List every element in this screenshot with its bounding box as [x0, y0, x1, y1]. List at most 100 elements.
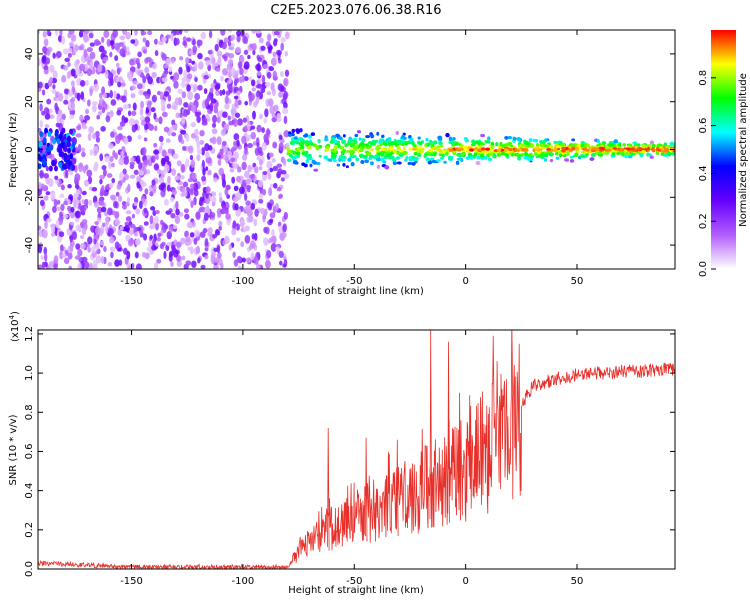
heatmap-noise-cell — [77, 143, 82, 153]
heatmap-signal-cell — [350, 161, 355, 167]
heatmap-noise-cell — [67, 184, 72, 189]
heatmap-noise-cell — [50, 191, 56, 201]
heatmap-noise-cell — [38, 245, 43, 254]
heatmap-noise-cell — [271, 158, 276, 163]
heatmap-noise-cell — [167, 148, 173, 154]
heatmap-noise-cell — [251, 42, 257, 51]
heatmap-noise-cell — [131, 110, 136, 117]
heatmap-noise-cell — [202, 228, 208, 234]
heatmap-noise-cell — [68, 206, 72, 214]
heatmap-signal-cell — [408, 134, 412, 138]
heatmap-noise-cell — [97, 63, 103, 73]
heatmap-signal-cell — [451, 150, 457, 154]
heatmap-noise-cell — [137, 51, 142, 58]
heatmap-noise-cell — [186, 84, 191, 92]
heatmap-signal-cell — [571, 146, 576, 151]
heatmap-noise-cell — [275, 246, 280, 251]
heatmap-noise-cell — [87, 236, 93, 245]
heatmap-signal-cell — [294, 140, 299, 144]
heatmap-noise-cell — [256, 71, 262, 76]
heatmap-signal-cell — [594, 151, 599, 155]
heatmap-noise-cell — [175, 241, 182, 248]
heatmap-noise-cell — [146, 246, 152, 252]
heatmap-signal-cell — [651, 148, 656, 153]
heatmap-noise-cell — [93, 201, 99, 208]
heatmap-noise-cell — [136, 83, 143, 90]
heatmap-noise-cell — [215, 67, 221, 72]
heatmap-signal-cell — [329, 140, 334, 144]
heatmap-noise-cell — [201, 175, 207, 182]
heatmap-noise-cell — [264, 81, 271, 87]
heatmap-noise-cell — [67, 62, 71, 67]
heatmap-noise-cell — [201, 120, 208, 126]
heatmap-noise-cell — [129, 117, 135, 127]
heatmap-signal-cell — [376, 152, 381, 156]
heatmap-signal-cell — [622, 143, 627, 147]
heatmap-noise-cell — [269, 183, 274, 188]
heatmap-noise-cell — [105, 224, 109, 234]
heatmap-signal-cell — [597, 151, 602, 155]
heatmap-signal-cell — [300, 145, 305, 150]
heatmap-noise-cell — [192, 45, 198, 53]
heatmap-noise-cell — [213, 177, 218, 183]
heatmap-noise-cell — [117, 81, 122, 88]
heatmap-noise-cell — [143, 159, 149, 166]
heatmap-noise-cell — [219, 89, 223, 96]
colorbar-tick-label: 0.2 — [698, 213, 709, 229]
heatmap-noise-cell — [108, 182, 114, 189]
heatmap-noise-cell — [118, 259, 123, 266]
heatmap-noise-cell — [242, 35, 247, 44]
heatmap-noise-cell — [178, 66, 183, 75]
heatmap-noise-cell — [233, 95, 239, 100]
heatmap-noise-cell — [242, 227, 247, 233]
heatmap-noise-cell — [58, 133, 63, 140]
heatmap-noise-cell — [38, 163, 42, 170]
heatmap-noise-cell — [271, 116, 277, 123]
heatmap-noise-cell — [266, 128, 270, 137]
heatmap-noise-cell — [243, 61, 250, 70]
heatmap-noise-cell — [268, 152, 274, 158]
heatmap-y-tick-label: -40 — [24, 237, 35, 253]
heatmap-noise-cell — [273, 182, 278, 189]
heatmap-noise-cell — [269, 167, 274, 173]
heatmap-signal-cell — [507, 136, 513, 140]
heatmap-noise-cell — [224, 95, 230, 105]
heatmap-noise-cell — [214, 84, 221, 90]
heatmap-noise-cell — [100, 126, 106, 132]
heatmap-signal-cell — [438, 141, 443, 145]
heatmap-noise-cell — [138, 89, 145, 96]
heatmap-signal-cell — [574, 152, 579, 158]
heatmap-noise-cell — [70, 206, 75, 213]
heatmap-y-axis-label: Frequency (Hz) — [8, 112, 19, 188]
heatmap-noise-cell — [101, 107, 106, 114]
heatmap-signal-cell — [380, 150, 385, 155]
heatmap-noise-cell — [42, 229, 48, 239]
heatmap-noise-cell — [280, 42, 285, 52]
heatmap-noise-cell — [47, 130, 52, 137]
heatmap-noise-cell — [39, 103, 43, 112]
heatmap-noise-cell — [142, 49, 148, 54]
heatmap-noise-cell — [93, 39, 100, 46]
heatmap-noise-cell — [166, 103, 172, 109]
heatmap-signal-cell — [542, 140, 546, 145]
snr-multiplier-base: (x10 — [10, 319, 21, 342]
heatmap-y-tick-label: -20 — [24, 189, 35, 205]
heatmap-noise-cell — [61, 253, 67, 258]
heatmap-noise-cell — [239, 67, 244, 76]
heatmap-signal-cell — [441, 149, 446, 154]
heatmap-noise-cell — [86, 47, 93, 53]
heatmap-noise-cell — [151, 244, 157, 251]
heatmap-signal-cell — [402, 150, 408, 156]
heatmap-noise-cell — [224, 52, 230, 57]
heatmap-signal-cell — [431, 159, 437, 164]
heatmap-signal-cell — [621, 151, 625, 156]
heatmap-noise-cell — [52, 52, 56, 59]
heatmap-noise-cell — [106, 38, 111, 47]
heatmap-signal-cell — [396, 139, 402, 144]
heatmap-y-tick-label: 40 — [24, 48, 35, 61]
heatmap-noise-cell — [237, 265, 242, 269]
heatmap-noise-cell — [264, 108, 269, 118]
heatmap-noise-cell — [255, 91, 260, 98]
heatmap-noise-cell — [278, 91, 284, 98]
heatmap-noise-cell — [166, 241, 172, 247]
